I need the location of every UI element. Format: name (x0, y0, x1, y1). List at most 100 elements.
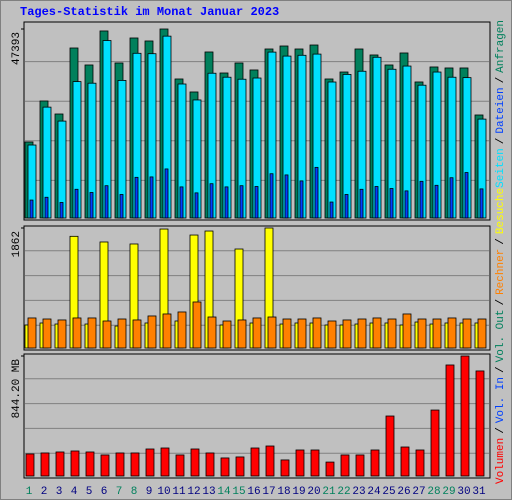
bar (387, 318, 397, 349)
bar (44, 196, 49, 219)
legend-entry: Besuche (495, 188, 507, 234)
bar (434, 184, 439, 219)
x-tick-label: 9 (146, 486, 153, 498)
bar (445, 364, 455, 477)
bar (72, 317, 82, 349)
bar (344, 194, 349, 219)
x-tick-label: 6 (101, 486, 108, 498)
bar (175, 454, 185, 477)
bar (40, 452, 50, 477)
bar (145, 448, 155, 477)
x-tick-label: 20 (307, 486, 320, 498)
x-tick-label: 23 (352, 486, 365, 498)
legend-separator: / (495, 238, 507, 245)
bar (235, 456, 245, 477)
bar (100, 454, 110, 477)
bar (327, 81, 337, 219)
bar (250, 447, 260, 477)
x-tick-label: 25 (382, 486, 395, 498)
bar (160, 447, 170, 477)
x-tick-label: 27 (412, 486, 425, 498)
x-tick-label: 28 (427, 486, 440, 498)
bar (119, 194, 124, 219)
x-tick-label: 11 (172, 486, 186, 498)
bar (342, 319, 352, 349)
bar (190, 448, 200, 477)
bar (162, 313, 172, 349)
bar (115, 452, 125, 477)
bar (329, 201, 334, 219)
bar (192, 301, 202, 349)
bar (89, 192, 94, 219)
bar (460, 355, 470, 477)
bar (477, 318, 487, 349)
legend-entry: Seiten (495, 148, 507, 188)
x-tick-label: 4 (71, 486, 78, 498)
bar (102, 320, 112, 349)
bar (237, 319, 247, 349)
legend-separator: / (495, 299, 507, 306)
x-tick-label: 26 (397, 486, 410, 498)
bar (447, 317, 457, 349)
bar (254, 186, 259, 219)
bar (295, 449, 305, 477)
bar (374, 186, 379, 219)
bar (357, 318, 367, 349)
bar (42, 318, 52, 349)
legend-entry: Dateien (495, 87, 507, 133)
bar (314, 166, 319, 219)
bar (134, 176, 139, 219)
bar (57, 319, 67, 349)
bar (340, 454, 350, 477)
x-tick-label: 3 (56, 486, 63, 498)
bar (252, 317, 262, 349)
bar (55, 451, 65, 477)
bar (432, 318, 442, 349)
y-tick-label: 1862 (11, 231, 23, 257)
x-tick-label: 18 (277, 486, 290, 498)
bar (310, 449, 320, 477)
bar (149, 176, 154, 219)
x-tick-label: 31 (472, 486, 486, 498)
bar (104, 185, 109, 219)
bar (207, 316, 217, 349)
bar (299, 180, 304, 219)
bar (29, 199, 34, 219)
x-tick-label: 7 (116, 486, 123, 498)
x-tick-label: 5 (86, 486, 93, 498)
legend-entry: Anfragen (495, 20, 507, 73)
bar (27, 317, 37, 349)
bar (220, 457, 230, 477)
bar (132, 319, 142, 349)
bar (59, 202, 64, 219)
bar (194, 192, 199, 219)
bar (464, 172, 469, 219)
bar (130, 452, 140, 477)
x-tick-label: 21 (322, 486, 336, 498)
bar (475, 370, 485, 477)
bar (25, 453, 35, 477)
x-tick-label: 8 (131, 486, 138, 498)
bar (415, 449, 425, 477)
bar (85, 451, 95, 477)
bar (372, 317, 382, 349)
x-tick-label: 19 (292, 486, 305, 498)
bar (222, 320, 232, 349)
x-tick-label: 1 (26, 486, 33, 498)
bar (417, 318, 427, 349)
bar (87, 317, 97, 349)
bar (327, 320, 337, 349)
y-tick-label: 47393 (11, 32, 23, 65)
bar (74, 188, 79, 219)
bar (280, 459, 290, 477)
legend-separator: / (495, 138, 507, 145)
legend-separator: / (495, 427, 507, 434)
legend-entry: Vol. In (495, 377, 507, 423)
x-tick-label: 22 (337, 486, 350, 498)
bar (267, 316, 277, 349)
bar (402, 313, 412, 349)
x-tick-label: 10 (157, 486, 170, 498)
bar (312, 317, 322, 349)
x-tick-label: 29 (442, 486, 455, 498)
bar (449, 177, 454, 219)
